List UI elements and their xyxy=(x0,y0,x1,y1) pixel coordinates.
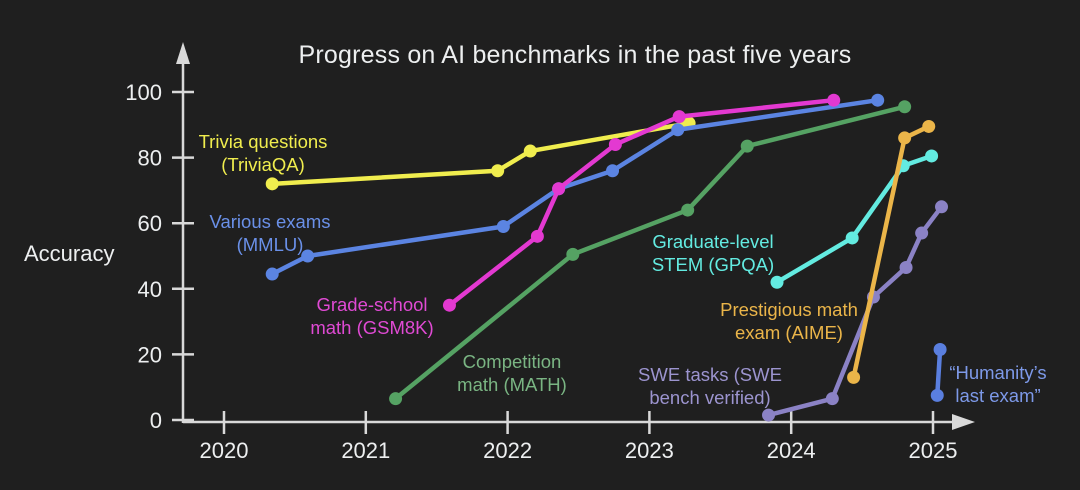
series-swe-bench-point xyxy=(899,260,913,274)
series-math-point xyxy=(566,247,580,261)
series-label-line: Graduate-level xyxy=(652,231,774,252)
series-mmlu-line xyxy=(269,97,880,277)
series-label-line: last exam” xyxy=(955,385,1041,406)
x-tick-label-2024: 2024 xyxy=(767,438,816,463)
series-label-line: Prestigious math xyxy=(720,299,858,320)
series-gsm8k-point xyxy=(552,182,566,196)
series-label-line: Trivia questions xyxy=(198,131,328,152)
series-label-gsm8k: Grade-school math (GSM8K) xyxy=(310,293,433,339)
series-label-line: STEM (GPQA) xyxy=(651,254,775,275)
x-tick-label-2023: 2023 xyxy=(625,438,674,463)
series-gpqa-point xyxy=(925,149,939,163)
series-humanitys-last-exam-line xyxy=(935,347,943,398)
series-label-line: “Humanity’s xyxy=(949,362,1047,383)
series-label-line: Grade-school xyxy=(316,294,428,315)
series-gsm8k-point xyxy=(827,93,841,107)
x-tick-label-2020: 2020 xyxy=(200,438,249,463)
y-tick-label-20: 20 xyxy=(138,342,162,367)
series-gpqa-point xyxy=(770,275,784,289)
series-swe-bench-point xyxy=(915,226,929,240)
series-label-aime: Prestigious math exam (AIME) xyxy=(720,298,858,344)
series-mmlu-point xyxy=(671,123,685,137)
series-gsm8k-point xyxy=(672,110,686,124)
series-triviaqa xyxy=(265,116,696,191)
series-aime-point xyxy=(922,119,936,133)
series-math-point xyxy=(740,139,754,153)
series-label-line: Various exams xyxy=(209,211,331,232)
series-gpqa xyxy=(770,149,939,289)
series-mmlu-point xyxy=(606,164,620,178)
series-label-gpqa: Graduate-level STEM (GPQA) xyxy=(652,230,774,276)
series-gpqa-line xyxy=(774,153,934,285)
series-label-line: math (GSM8K) xyxy=(310,317,434,338)
series-gsm8k xyxy=(442,93,841,312)
y-axis-arrow-icon xyxy=(176,42,190,64)
series-label-triviaqa: Trivia questions (TriviaQA) xyxy=(199,130,328,176)
series-label-line: (MMLU) xyxy=(236,234,304,255)
series-math-point xyxy=(389,392,403,406)
series-label-line: math (MATH) xyxy=(457,374,567,395)
y-tick-label-40: 40 xyxy=(138,277,162,302)
series-label-line: (TriviaQA) xyxy=(221,154,305,175)
series-math xyxy=(389,100,912,406)
series-label-line: bench verified) xyxy=(649,387,771,408)
series-gsm8k-point xyxy=(530,229,544,243)
series-aime-point xyxy=(847,370,861,384)
y-tick-label-80: 80 xyxy=(138,146,162,171)
series-aime-point xyxy=(898,131,912,145)
series-aime xyxy=(847,119,936,384)
series-mmlu-point xyxy=(265,267,279,281)
y-tick-label-100: 100 xyxy=(125,80,162,105)
series-humanitys-last-exam xyxy=(930,342,947,402)
series-triviaqa-point xyxy=(265,177,279,191)
x-axis-arrow-icon xyxy=(952,414,975,430)
series-label-mmlu: Various exams (MMLU) xyxy=(210,210,331,256)
series-label-line: exam (AIME) xyxy=(735,322,843,343)
series-label-humanitys-last-exam: “Humanity’s last exam” xyxy=(949,361,1046,407)
x-tick-label-2025: 2025 xyxy=(909,438,958,463)
series-gsm8k-line xyxy=(447,97,836,308)
series-aime-line xyxy=(851,124,931,380)
chart-title: Progress on AI benchmarks in the past fi… xyxy=(298,41,852,69)
series-math-point xyxy=(898,100,912,114)
x-tick-label-2021: 2021 xyxy=(341,438,390,463)
series-humanitys-last-exam-point xyxy=(933,342,947,356)
series-label-line: SWE tasks (SWE xyxy=(638,364,782,385)
series-label-line: Competition xyxy=(462,351,562,372)
series-mmlu-point xyxy=(871,93,885,107)
x-tick-label-2022: 2022 xyxy=(483,438,532,463)
series-gsm8k-point xyxy=(442,298,456,312)
series-mmlu-point xyxy=(301,249,315,263)
y-axis-label: Accuracy xyxy=(24,241,115,266)
series-triviaqa-point xyxy=(523,144,537,158)
series-math-point xyxy=(681,203,695,217)
y-tick-label-0: 0 xyxy=(150,408,162,433)
series-label-math: Competition math (MATH) xyxy=(457,350,567,396)
series-triviaqa-point xyxy=(491,164,505,178)
series-swe-bench-point xyxy=(825,392,839,406)
series-swe-bench-point xyxy=(762,408,776,422)
series-triviaqa-line xyxy=(269,120,692,187)
series-label-swe-bench: SWE tasks (SWE bench verified) xyxy=(638,363,782,409)
series-swe-bench-point xyxy=(935,200,949,214)
series-gpqa-point xyxy=(845,231,859,245)
series-gsm8k-point xyxy=(608,137,622,151)
series-mmlu-point xyxy=(496,219,510,233)
series-humanitys-last-exam-point xyxy=(930,388,944,402)
y-tick-label-60: 60 xyxy=(138,211,162,236)
